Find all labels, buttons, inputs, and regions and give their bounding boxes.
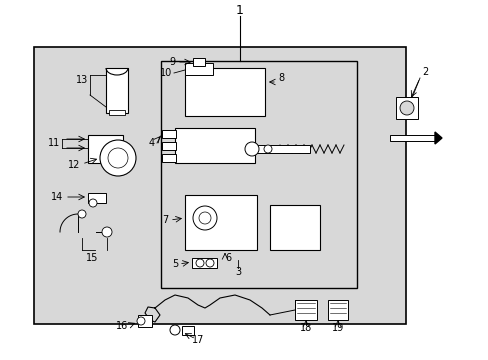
Bar [184, 68, 264, 116]
Bar [106, 68, 128, 113]
Circle shape [196, 259, 203, 267]
Text: 15: 15 [85, 253, 98, 263]
Text: 13: 13 [76, 75, 88, 85]
Text: 4: 4 [148, 138, 155, 148]
Text: 17: 17 [191, 335, 204, 345]
Bar [395, 97, 417, 119]
Circle shape [205, 259, 214, 267]
Text: 11: 11 [48, 138, 60, 148]
Circle shape [199, 212, 210, 224]
Circle shape [399, 101, 413, 115]
Bar [34, 47, 405, 324]
Text: 5: 5 [171, 259, 178, 269]
Bar [138, 315, 152, 327]
Text: 14: 14 [51, 192, 63, 202]
Bar [88, 193, 106, 203]
Bar [109, 110, 125, 115]
Polygon shape [434, 132, 441, 144]
Text: 18: 18 [299, 323, 311, 333]
Bar [162, 154, 176, 162]
Bar [184, 195, 257, 250]
Text: 2: 2 [421, 67, 427, 77]
Circle shape [137, 317, 145, 325]
Text: 19: 19 [331, 323, 344, 333]
Bar [192, 258, 217, 268]
Text: 7: 7 [162, 215, 168, 225]
Circle shape [89, 199, 97, 207]
Bar [162, 130, 176, 138]
Circle shape [100, 140, 136, 176]
Circle shape [264, 145, 271, 153]
Bar [162, 142, 176, 150]
Bar [269, 205, 319, 250]
Bar [88, 135, 123, 163]
Bar [294, 300, 316, 320]
Text: 3: 3 [234, 267, 241, 277]
Circle shape [244, 142, 259, 156]
Circle shape [193, 206, 217, 230]
Bar [193, 58, 204, 66]
Bar [182, 326, 194, 335]
Circle shape [78, 210, 86, 218]
Text: 12: 12 [67, 160, 80, 170]
Text: 8: 8 [278, 73, 284, 83]
Text: 1: 1 [236, 4, 244, 17]
Circle shape [102, 227, 112, 237]
Circle shape [108, 148, 128, 168]
Text: 16: 16 [116, 321, 128, 331]
Bar [161, 61, 356, 288]
Text: 9: 9 [168, 57, 175, 67]
Bar [184, 63, 213, 75]
Bar [175, 128, 254, 163]
Text: 6: 6 [224, 253, 231, 263]
Bar [327, 300, 347, 320]
Circle shape [170, 325, 180, 335]
Bar [254, 145, 309, 153]
Text: 10: 10 [160, 68, 172, 78]
Bar [389, 135, 434, 141]
